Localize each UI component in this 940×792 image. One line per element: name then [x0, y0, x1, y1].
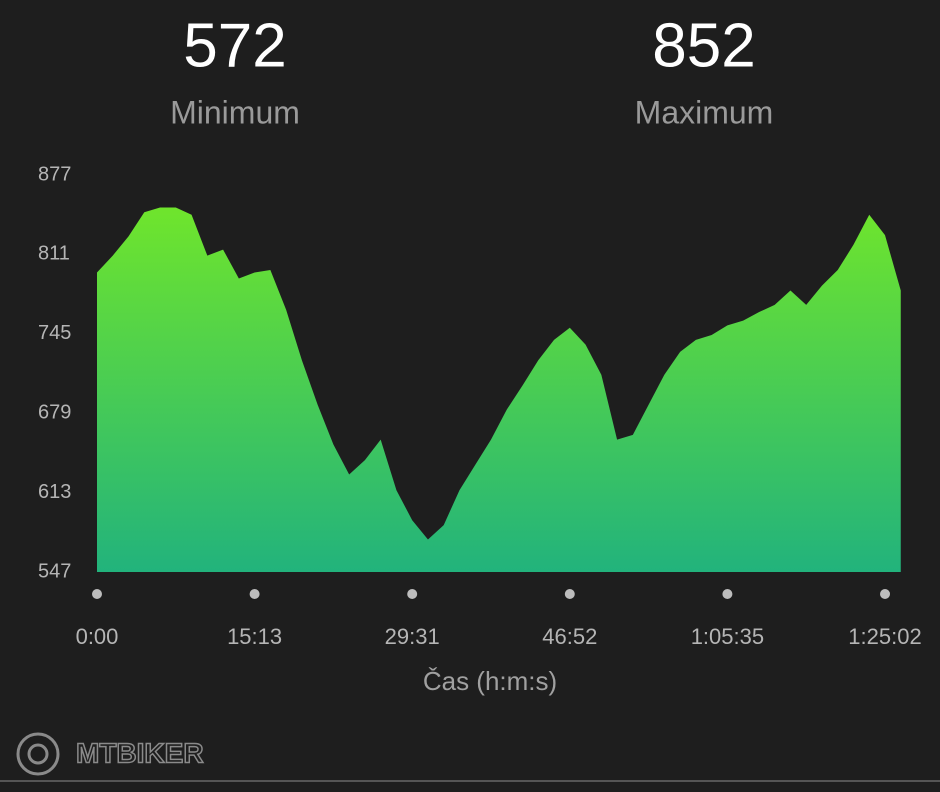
x-axis-title: Čas (h:m:s) — [423, 666, 557, 696]
x-tick-label: 1:25:02 — [848, 624, 921, 649]
x-tick-dot — [880, 589, 890, 599]
x-tick-label: 15:13 — [227, 624, 282, 649]
area — [97, 207, 901, 572]
x-tick-dot — [564, 589, 575, 599]
max-value: 852 — [652, 11, 755, 80]
x-tick-label: 46:52 — [542, 624, 597, 649]
y-tick-label: 613 — [38, 481, 71, 503]
watermark: MTBIKER — [76, 737, 204, 768]
x-tick-dot — [249, 589, 260, 599]
max-label: Maximum — [635, 94, 774, 130]
x-tick-label: 0:00 — [76, 624, 119, 649]
y-tick-label: 745 — [38, 322, 71, 344]
x-tick-dot — [407, 589, 418, 599]
y-tick-label: 679 — [38, 401, 71, 423]
x-tick-dot — [722, 589, 733, 599]
y-tick-label: 877 — [38, 163, 71, 185]
min-value: 572 — [183, 11, 286, 80]
x-tick-label: 1:05:35 — [691, 624, 764, 649]
y-tick-label: 547 — [38, 560, 71, 582]
x-tick-dot — [92, 589, 102, 599]
y-tick-label: 811 — [38, 243, 70, 265]
watermark-logo — [16, 732, 60, 776]
x-tick-label: 29:31 — [385, 624, 440, 649]
min-label: Minimum — [170, 94, 300, 130]
